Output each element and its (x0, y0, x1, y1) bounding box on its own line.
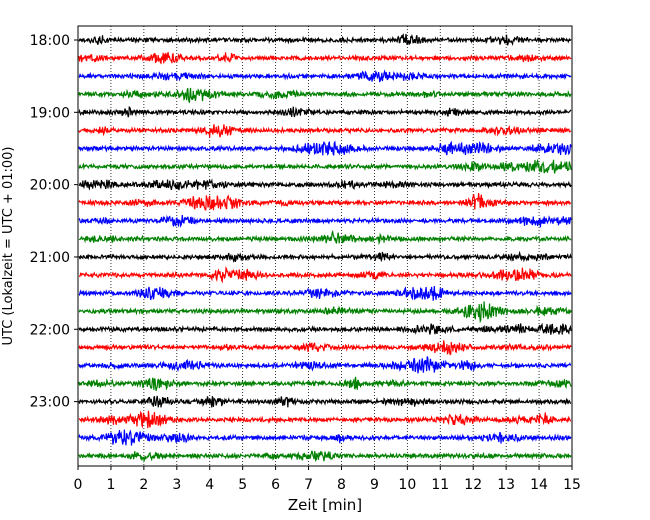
x-tick-label: 0 (74, 477, 83, 493)
trace-line (78, 32, 572, 47)
grid-lines (110, 26, 540, 466)
y-tick-label: 18:00 (30, 33, 70, 49)
x-tick-label: 15 (563, 477, 581, 493)
y-tick-label: 23:00 (30, 395, 70, 411)
trace-line (78, 158, 572, 174)
y-tick-label: 20:00 (30, 178, 70, 194)
trace-line (78, 87, 572, 103)
trace-line (78, 376, 572, 392)
y-tick-label: 19:00 (30, 105, 70, 121)
plot-frame (77, 25, 573, 467)
trace-line (78, 395, 572, 408)
x-tick-label: 4 (205, 477, 214, 493)
traces (78, 32, 572, 464)
trace-line (78, 106, 572, 118)
x-tick-label: 12 (464, 477, 482, 493)
x-tick-label: 2 (139, 477, 148, 493)
trace-line (78, 178, 572, 191)
x-tick-label: 14 (530, 477, 548, 493)
y-tick-label: 22:00 (30, 322, 70, 338)
trace-line (78, 124, 572, 138)
trace-line (78, 322, 572, 335)
x-tick-label: 5 (238, 477, 247, 493)
trace-line (78, 229, 572, 246)
x-tick-label: 13 (497, 477, 515, 493)
x-tick-label: 1 (106, 477, 115, 493)
x-tick-label: 3 (172, 477, 181, 493)
y-ticks: 18:00 19:00 20:00 21:00 22:00 23:00 (30, 33, 78, 411)
x-ticks: 0 1 2 3 4 5 6 7 8 9 10 11 12 13 14 15 (74, 466, 581, 493)
x-axis-label: Zeit [min] (288, 496, 362, 514)
trace-line (78, 192, 572, 211)
trace-line (78, 301, 572, 324)
y-axis-label: UTC (Lokalzeit = UTC + 01:00) (1, 147, 16, 346)
trace-line (78, 140, 572, 156)
x-tick-label: 11 (431, 477, 449, 493)
x-tick-label: 7 (304, 477, 313, 493)
trace-line (78, 450, 572, 464)
trace-line (78, 250, 572, 263)
trace-line (78, 356, 572, 374)
x-tick-label: 9 (370, 477, 379, 493)
x-tick-label: 6 (271, 477, 280, 493)
trace-line (78, 69, 572, 83)
trace-line (78, 214, 572, 228)
trace-line (78, 429, 572, 446)
trace-line (78, 410, 572, 429)
y-tick-label: 21:00 (30, 250, 70, 266)
x-tick-label: 8 (337, 477, 346, 493)
x-tick-label: 10 (398, 477, 416, 493)
trace-line (78, 285, 572, 301)
trace-line (78, 340, 572, 356)
trace-line (78, 266, 572, 284)
trace-line (78, 52, 572, 65)
